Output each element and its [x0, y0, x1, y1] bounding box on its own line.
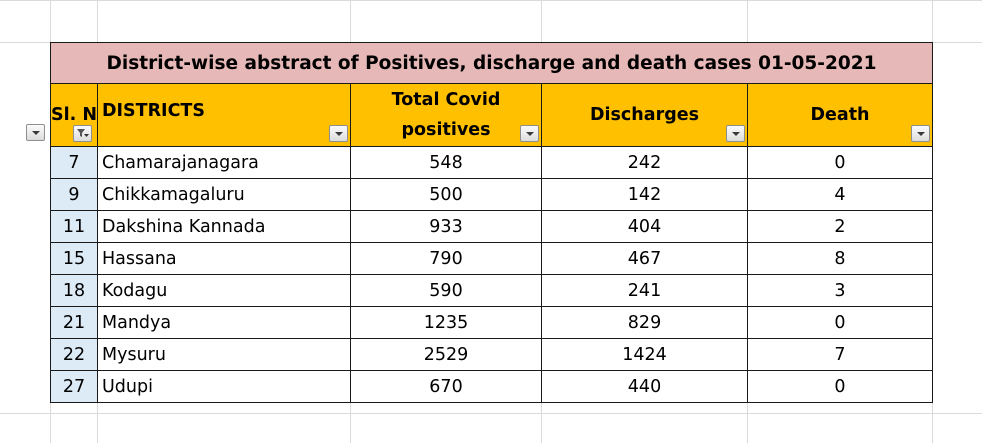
dropdown-arrow-icon	[335, 132, 343, 136]
slno-filter-button[interactable]	[73, 125, 92, 142]
death-filter-button[interactable]	[911, 125, 930, 142]
header-total-positives: Total Covid positives	[350, 83, 542, 147]
table-title: District-wise abstract of Positives, dis…	[50, 42, 933, 84]
header-positives-line1: Total Covid	[391, 90, 501, 110]
discharges-cell[interactable]: 467	[541, 242, 748, 275]
district-cell[interactable]: Kodagu	[97, 274, 351, 307]
discharges-cell[interactable]: 829	[541, 306, 748, 339]
column-a-filter-button[interactable]	[26, 124, 45, 141]
dropdown-arrow-icon	[526, 132, 534, 136]
district-table: District-wise abstract of Positives, dis…	[50, 42, 933, 403]
slno-cell[interactable]: 22	[50, 338, 98, 371]
table-row: 21 Mandya 1235 829 0	[50, 306, 933, 339]
death-cell[interactable]: 8	[747, 242, 933, 275]
slno-cell[interactable]: 21	[50, 306, 98, 339]
table-row: 11 Dakshina Kannada 933 404 2	[50, 210, 933, 243]
death-cell[interactable]: 7	[747, 338, 933, 371]
header-slno: Sl. N	[50, 83, 98, 147]
dropdown-arrow-icon	[917, 132, 925, 136]
header-discharges: Discharges	[541, 83, 748, 147]
dropdown-arrow-icon	[732, 132, 740, 136]
discharges-cell[interactable]: 404	[541, 210, 748, 243]
district-cell[interactable]: Mandya	[97, 306, 351, 339]
district-cell[interactable]: Dakshina Kannada	[97, 210, 351, 243]
header-positives-line2: positives	[401, 120, 491, 140]
header-districts-label: DISTRICTS	[102, 101, 205, 121]
table-row: 18 Kodagu 590 241 3	[50, 274, 933, 307]
header-death: Death	[747, 83, 933, 147]
slno-cell[interactable]: 27	[50, 370, 98, 403]
positives-cell[interactable]: 933	[350, 210, 542, 243]
district-cell[interactable]: Hassana	[97, 242, 351, 275]
positives-filter-button[interactable]	[520, 125, 539, 142]
district-cell[interactable]: Chikkamagaluru	[97, 178, 351, 211]
slno-cell[interactable]: 18	[50, 274, 98, 307]
slno-cell[interactable]: 11	[50, 210, 98, 243]
table-row: 15 Hassana 790 467 8	[50, 242, 933, 275]
slno-cell[interactable]: 15	[50, 242, 98, 275]
discharges-cell[interactable]: 440	[541, 370, 748, 403]
slno-cell[interactable]: 9	[50, 178, 98, 211]
filter-funnel-icon	[77, 129, 89, 137]
district-cell[interactable]: Udupi	[97, 370, 351, 403]
death-cell[interactable]: 3	[747, 274, 933, 307]
discharges-filter-button[interactable]	[726, 125, 745, 142]
district-cell[interactable]: Mysuru	[97, 338, 351, 371]
death-cell[interactable]: 2	[747, 210, 933, 243]
death-cell[interactable]: 0	[747, 146, 933, 179]
death-cell[interactable]: 0	[747, 306, 933, 339]
header-discharges-label: Discharges	[589, 105, 700, 125]
discharges-cell[interactable]: 242	[541, 146, 748, 179]
table-row: 27 Udupi 670 440 0	[50, 370, 933, 403]
header-districts: DISTRICTS	[97, 83, 351, 147]
district-cell[interactable]: Chamarajanagara	[97, 146, 351, 179]
positives-cell[interactable]: 590	[350, 274, 542, 307]
positives-cell[interactable]: 670	[350, 370, 542, 403]
positives-cell[interactable]: 2529	[350, 338, 542, 371]
death-cell[interactable]: 4	[747, 178, 933, 211]
table-row: 9 Chikkamagaluru 500 142 4	[50, 178, 933, 211]
discharges-cell[interactable]: 1424	[541, 338, 748, 371]
discharges-cell[interactable]: 241	[541, 274, 748, 307]
header-slno-label: Sl. N	[51, 105, 97, 125]
table-row: 7 Chamarajanagara 548 242 0	[50, 146, 933, 179]
slno-cell[interactable]: 7	[50, 146, 98, 179]
positives-cell[interactable]: 1235	[350, 306, 542, 339]
positives-cell[interactable]: 500	[350, 178, 542, 211]
table-row: 22 Mysuru 2529 1424 7	[50, 338, 933, 371]
header-death-label: Death	[810, 105, 870, 125]
death-cell[interactable]: 0	[747, 370, 933, 403]
positives-cell[interactable]: 548	[350, 146, 542, 179]
discharges-cell[interactable]: 142	[541, 178, 748, 211]
dropdown-arrow-icon	[32, 131, 40, 135]
districts-filter-button[interactable]	[329, 125, 348, 142]
positives-cell[interactable]: 790	[350, 242, 542, 275]
